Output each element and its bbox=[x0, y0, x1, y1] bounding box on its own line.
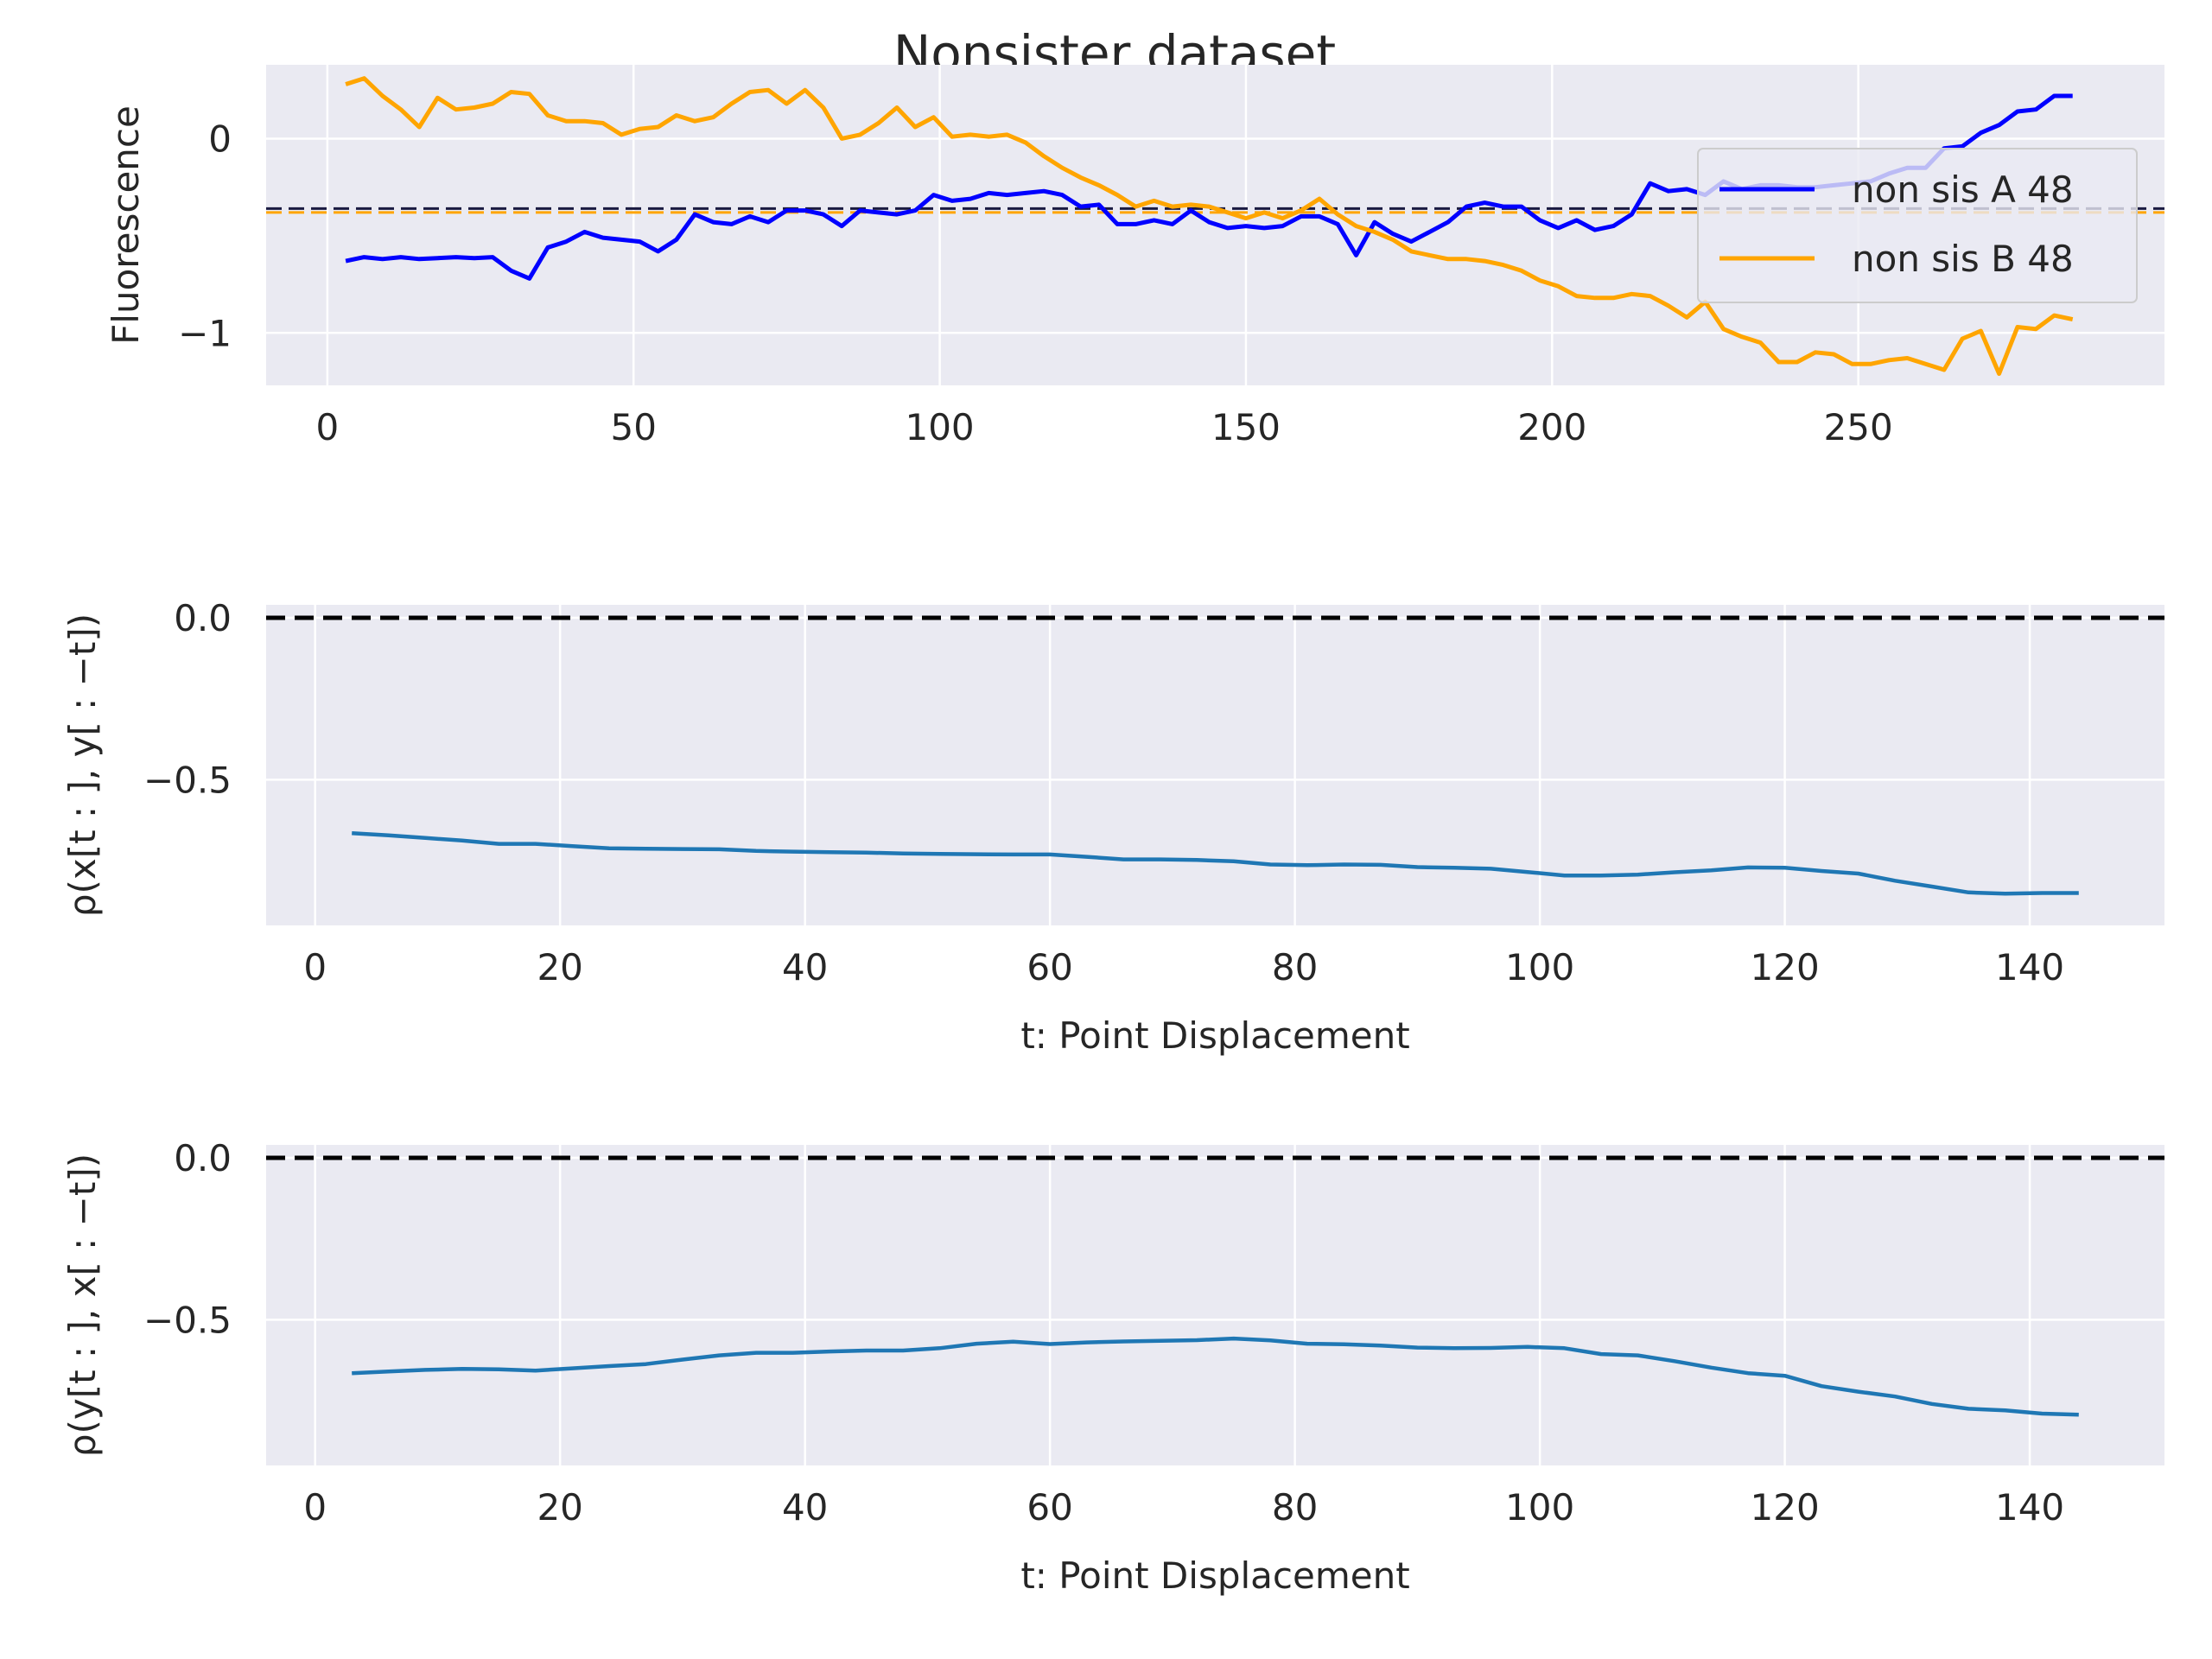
x-tick-label-middle: 40 bbox=[782, 946, 828, 988]
plot-area-bottom bbox=[266, 1145, 2164, 1465]
x-tick-label-top: 0 bbox=[316, 406, 340, 448]
x-tick-label-bottom: 120 bbox=[1751, 1486, 1820, 1529]
y-axis-label-top: Fluorescence bbox=[105, 105, 147, 345]
correlation-line-bottom bbox=[352, 1336, 2079, 1417]
y-axis-label-middle: ρ(x[t : ], y[ : −t]) bbox=[61, 613, 104, 917]
y-tick-label-middle: 0.0 bbox=[174, 597, 232, 639]
x-tick-label-top: 150 bbox=[1211, 406, 1281, 448]
x-tick-label-middle: 20 bbox=[537, 946, 582, 988]
x-tick-label-middle: 60 bbox=[1027, 946, 1072, 988]
series-group-bottom bbox=[352, 1336, 2079, 1417]
cross-correlation-yx-panel: 0 20 40 60 80 100 120 140 0.0 −0.5 ρ(y[t : ], x[ … bbox=[61, 1137, 2164, 1597]
x-axis-label-bottom: t: Point Displacement bbox=[1020, 1554, 1409, 1597]
x-tick-label-bottom: 100 bbox=[1505, 1486, 1574, 1529]
tick-labels-top: 0 50 100 150 200 250 0 −1 bbox=[178, 118, 1893, 448]
legend: non sis A 48 non sis B 48 bbox=[1697, 148, 2138, 303]
x-tick-label-top: 100 bbox=[905, 406, 974, 448]
correlation-line-middle bbox=[352, 830, 2079, 896]
cross-correlation-xy-panel: 0 20 40 60 80 100 120 140 0.0 −0.5 ρ(x[t : ], y[ … bbox=[61, 597, 2164, 1057]
x-tick-label-top: 200 bbox=[1517, 406, 1586, 448]
x-tick-label-bottom: 20 bbox=[537, 1486, 582, 1529]
x-tick-label-bottom: 0 bbox=[303, 1486, 327, 1529]
y-tick-label-top: −1 bbox=[178, 312, 232, 354]
x-tick-label-top: 250 bbox=[1824, 406, 1893, 448]
series-line-b bbox=[345, 76, 2074, 376]
y-tick-label-top: 0 bbox=[208, 118, 232, 160]
legend-label-series-b: non sis B 48 bbox=[1852, 238, 2074, 280]
x-tick-label-middle: 100 bbox=[1505, 946, 1574, 988]
x-tick-label-top: 50 bbox=[610, 406, 656, 448]
x-tick-label-middle: 120 bbox=[1751, 946, 1820, 988]
y-tick-label-bottom: 0.0 bbox=[174, 1137, 232, 1179]
series-group-middle bbox=[352, 830, 2079, 896]
y-tick-label-bottom: −0.5 bbox=[143, 1299, 232, 1341]
x-tick-label-bottom: 40 bbox=[782, 1486, 828, 1529]
x-tick-label-bottom: 60 bbox=[1027, 1486, 1072, 1529]
fluorescence-panel: 0 50 100 150 200 250 0 −1 Fluorescence non sis … bbox=[105, 65, 2164, 448]
x-tick-label-middle: 140 bbox=[1995, 946, 2064, 988]
tick-labels-middle: 0 20 40 60 80 100 120 140 0.0 −0.5 bbox=[143, 597, 2064, 988]
legend-label-series-a: non sis A 48 bbox=[1852, 168, 2074, 211]
x-axis-label-middle: t: Point Displacement bbox=[1020, 1014, 1409, 1057]
x-tick-label-middle: 0 bbox=[303, 946, 327, 988]
x-tick-label-bottom: 80 bbox=[1272, 1486, 1318, 1529]
y-tick-label-middle: −0.5 bbox=[143, 759, 232, 801]
x-tick-label-bottom: 140 bbox=[1995, 1486, 2064, 1529]
y-axis-label-bottom: ρ(y[t : ], x[ : −t]) bbox=[61, 1154, 104, 1457]
x-tick-label-middle: 80 bbox=[1272, 946, 1318, 988]
tick-labels-bottom: 0 20 40 60 80 100 120 140 0.0 −0.5 bbox=[143, 1137, 2064, 1529]
